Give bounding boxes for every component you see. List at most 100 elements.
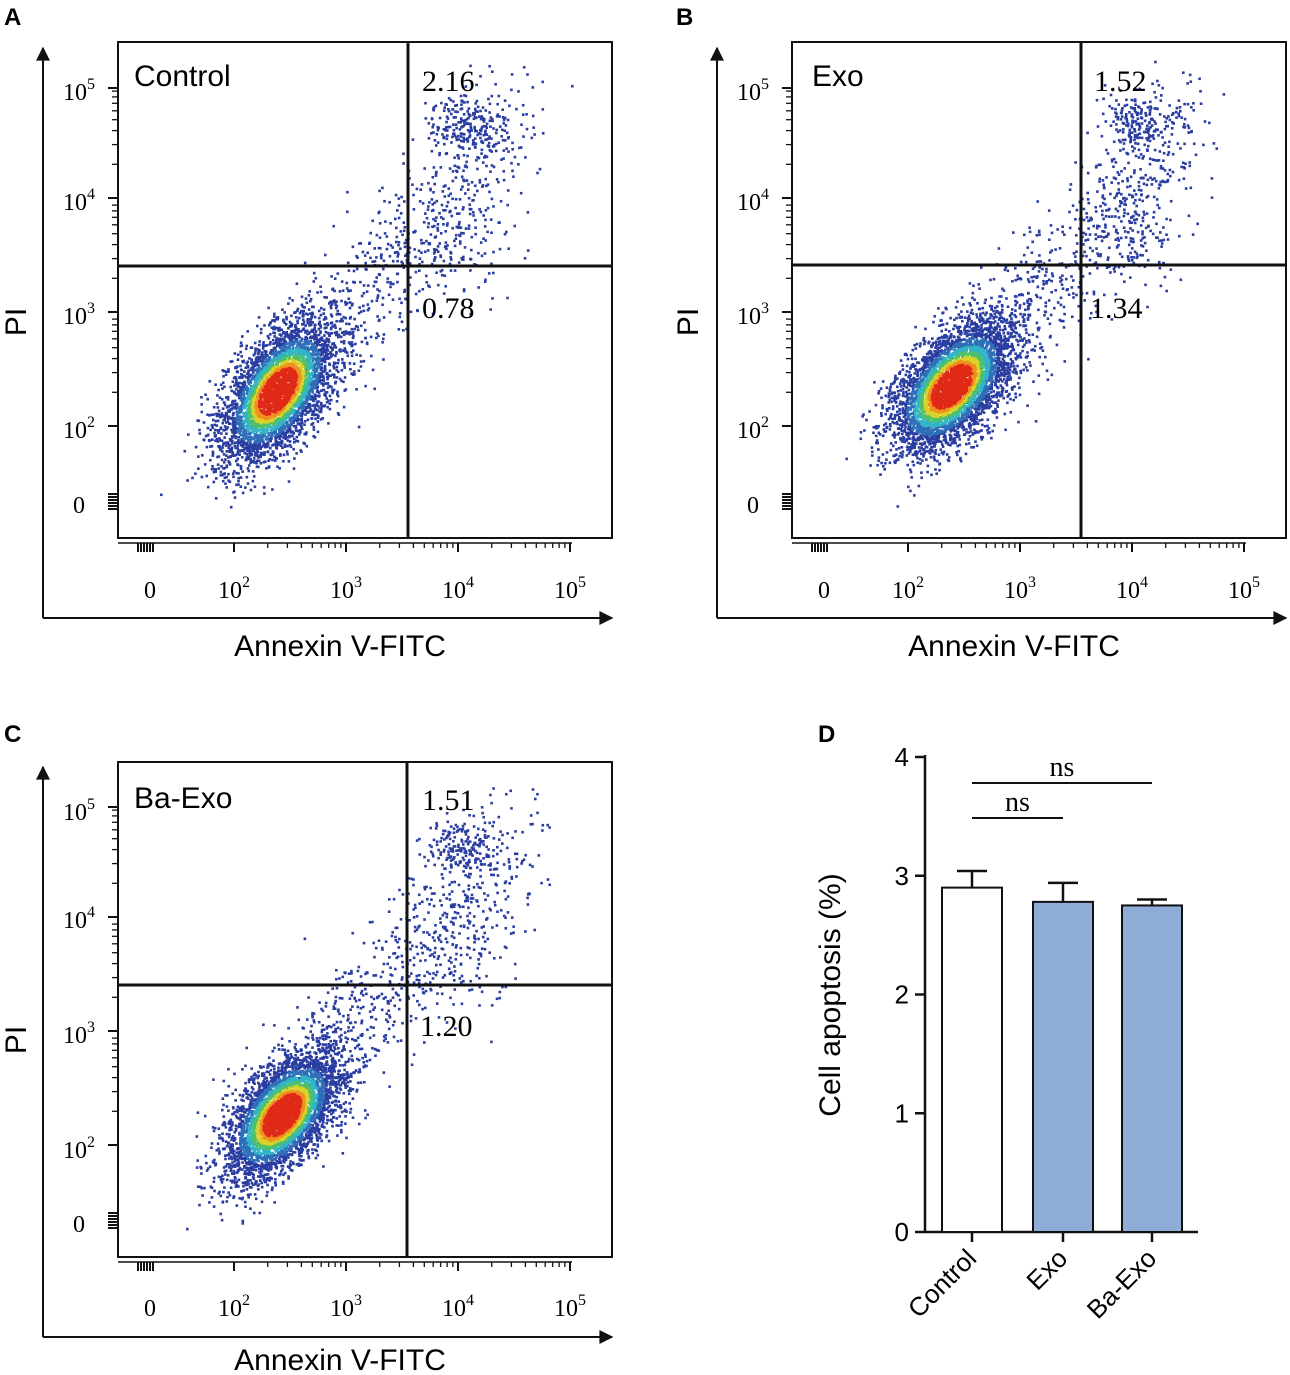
scatter-point <box>239 464 243 468</box>
scatter-point <box>482 133 486 137</box>
scatter-point <box>353 317 356 321</box>
scatter-point <box>273 315 276 318</box>
scatter-point <box>320 338 324 342</box>
scatter-point <box>318 376 321 380</box>
scatter-point <box>316 385 320 389</box>
scatter-point <box>273 402 276 405</box>
scatter-point <box>338 319 342 323</box>
scatter-point <box>346 190 349 194</box>
scatter-point <box>449 258 453 261</box>
scatter-point <box>309 321 312 325</box>
scatter-point <box>483 131 487 134</box>
scatter-point <box>304 398 308 402</box>
scatter-point <box>208 439 211 443</box>
scatter-point <box>278 467 281 470</box>
scatter-point <box>505 230 508 234</box>
scatter-point <box>352 362 356 365</box>
scatter-point <box>259 438 263 441</box>
scatter-point <box>303 340 307 343</box>
scatter-point <box>284 380 288 383</box>
scatter-point <box>435 216 438 219</box>
scatter-point <box>203 463 207 466</box>
scatter-point <box>457 157 460 160</box>
scatter-point <box>223 418 226 421</box>
scatter-point <box>214 439 217 442</box>
scatter-point <box>307 395 310 399</box>
scatter-point <box>220 465 223 468</box>
scatter-point <box>402 266 406 269</box>
scatter-point <box>261 362 264 366</box>
scatter-point <box>265 428 269 431</box>
scatter-point <box>478 178 482 182</box>
scatter-point <box>337 413 341 417</box>
scatter-point <box>228 443 232 447</box>
scatter-point <box>254 347 257 350</box>
scatter-point <box>418 263 421 266</box>
scatter-point <box>235 471 238 475</box>
scatter-point <box>403 241 406 245</box>
scatter-point <box>273 380 277 383</box>
scatter-point <box>487 137 490 140</box>
scatter-point <box>255 388 259 392</box>
scatter-point <box>378 189 381 193</box>
scatter-point <box>247 469 251 473</box>
scatter-point <box>340 299 343 303</box>
scatter-point <box>334 326 337 329</box>
scatter-point <box>531 86 535 89</box>
scatter-point <box>353 327 356 331</box>
scatter-point <box>293 412 297 416</box>
scatter-point <box>427 222 430 225</box>
scatter-point <box>247 455 251 458</box>
scatter-point <box>480 254 484 258</box>
scatter-point <box>295 326 298 330</box>
scatter-point <box>289 445 293 449</box>
scatter-point <box>344 350 347 354</box>
scatter-point <box>242 440 245 443</box>
scatter-point <box>344 300 347 304</box>
scatter-point <box>451 170 455 173</box>
scatter-point <box>236 353 240 356</box>
scatter-point <box>375 233 379 237</box>
scatter-point <box>367 284 370 287</box>
scatter-point <box>278 342 281 346</box>
scatter-point <box>330 275 333 278</box>
scatter-point <box>451 108 454 111</box>
scatter-point <box>462 136 465 140</box>
scatter-point <box>279 426 282 430</box>
scatter-point <box>222 443 225 447</box>
scatter-point <box>485 122 489 126</box>
scatter-point <box>306 368 310 372</box>
scatter-point <box>478 208 481 211</box>
scatter-point <box>301 328 305 332</box>
scatter-point <box>289 396 293 399</box>
scatter-point <box>231 451 235 454</box>
scatter-point <box>481 161 485 164</box>
scatter-point <box>408 262 412 265</box>
scatter-point <box>313 395 317 398</box>
scatter-point <box>305 301 309 305</box>
scatter-point <box>304 370 307 374</box>
scatter-point <box>438 211 441 215</box>
scatter-point <box>277 329 281 332</box>
scatter-point <box>525 113 528 116</box>
scatter-point <box>310 353 314 356</box>
scatter-point <box>497 180 500 184</box>
scatter-point <box>436 250 440 253</box>
scatter-point <box>432 191 435 194</box>
scatter-point <box>446 117 450 120</box>
scatter-point <box>281 399 284 402</box>
scatter-point <box>341 289 345 292</box>
scatter-point <box>378 289 381 293</box>
scatter-point <box>439 254 442 257</box>
scatter-point <box>350 354 354 358</box>
scatter-point <box>255 385 259 388</box>
scatter-point <box>276 327 280 330</box>
scatter-point <box>279 453 282 456</box>
scatter-point <box>237 440 241 444</box>
scatter-point <box>447 97 451 100</box>
scatter-point <box>325 343 329 347</box>
scatter-point <box>268 431 271 435</box>
scatter-point <box>271 370 274 373</box>
scatter-point <box>306 313 309 316</box>
scatter-point <box>266 441 270 444</box>
